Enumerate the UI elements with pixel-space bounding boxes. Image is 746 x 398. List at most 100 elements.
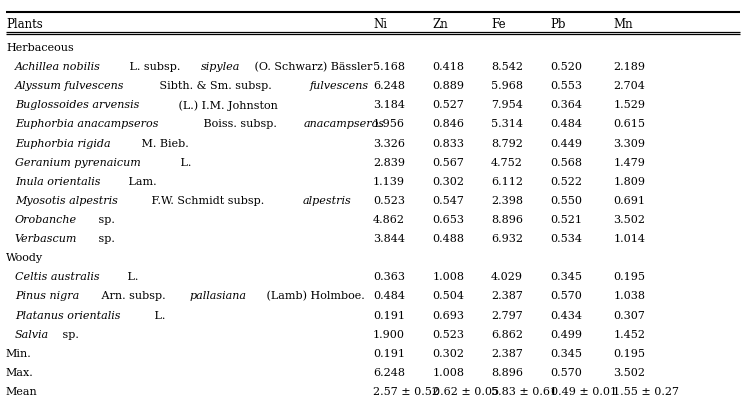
Text: 8.542: 8.542 (491, 62, 523, 72)
Text: 7.954: 7.954 (491, 100, 523, 110)
Text: 0.553: 0.553 (551, 81, 583, 91)
Text: 1.038: 1.038 (613, 291, 645, 301)
Text: 3.502: 3.502 (613, 368, 645, 378)
Text: 2.398: 2.398 (491, 196, 523, 206)
Text: sp.: sp. (95, 234, 116, 244)
Text: Platanus orientalis: Platanus orientalis (15, 310, 120, 320)
Text: 1.008: 1.008 (433, 272, 465, 282)
Text: 2.704: 2.704 (613, 81, 645, 91)
Text: Lam.: Lam. (125, 177, 157, 187)
Text: L.: L. (124, 272, 139, 282)
Text: 3.309: 3.309 (613, 139, 645, 148)
Text: 0.504: 0.504 (433, 291, 465, 301)
Text: 0.418: 0.418 (433, 62, 465, 72)
Text: L.: L. (151, 310, 166, 320)
Text: 3.184: 3.184 (373, 100, 405, 110)
Text: Boiss. subsp.: Boiss. subsp. (200, 119, 280, 129)
Text: 1.008: 1.008 (433, 368, 465, 378)
Text: 0.522: 0.522 (551, 177, 583, 187)
Text: 0.833: 0.833 (433, 139, 465, 148)
Text: Inula orientalis: Inula orientalis (15, 177, 101, 187)
Text: 8.792: 8.792 (491, 139, 523, 148)
Text: 0.521: 0.521 (551, 215, 583, 225)
Text: Max.: Max. (6, 368, 34, 378)
Text: 0.62 ± 0.05: 0.62 ± 0.05 (433, 387, 499, 397)
Text: 3.502: 3.502 (613, 215, 645, 225)
Text: Alyssum fulvescens: Alyssum fulvescens (15, 81, 125, 91)
Text: 0.449: 0.449 (551, 139, 583, 148)
Text: 0.499: 0.499 (551, 330, 583, 339)
Text: 1.956: 1.956 (373, 119, 405, 129)
Text: 0.691: 0.691 (613, 196, 645, 206)
Text: M. Bieb.: M. Bieb. (138, 139, 189, 148)
Text: (O. Schwarz) Bässler: (O. Schwarz) Bässler (251, 62, 372, 72)
Text: 0.191: 0.191 (373, 349, 405, 359)
Text: 0.534: 0.534 (551, 234, 583, 244)
Text: 0.567: 0.567 (433, 158, 465, 168)
Text: 5.968: 5.968 (491, 81, 523, 91)
Text: 3.326: 3.326 (373, 139, 405, 148)
Text: Zn: Zn (433, 18, 448, 31)
Text: 1.55 ± 0.27: 1.55 ± 0.27 (613, 387, 679, 397)
Text: pallasiana: pallasiana (189, 291, 247, 301)
Text: 4.752: 4.752 (491, 158, 523, 168)
Text: 5.83 ± 0.61: 5.83 ± 0.61 (491, 387, 557, 397)
Text: 0.307: 0.307 (613, 310, 645, 320)
Text: Buglossoides arvensis: Buglossoides arvensis (15, 100, 140, 110)
Text: sp.: sp. (59, 330, 79, 339)
Text: 0.523: 0.523 (433, 330, 465, 339)
Text: Pinus nigra: Pinus nigra (15, 291, 79, 301)
Text: Min.: Min. (6, 349, 32, 359)
Text: 0.570: 0.570 (551, 368, 583, 378)
Text: 0.195: 0.195 (613, 272, 645, 282)
Text: 0.484: 0.484 (373, 291, 405, 301)
Text: Geranium pyrenaicum: Geranium pyrenaicum (15, 158, 141, 168)
Text: 1.529: 1.529 (613, 100, 645, 110)
Text: 0.302: 0.302 (433, 177, 465, 187)
Text: fulvescens: fulvescens (310, 81, 369, 91)
Text: (L.) I.M. Johnston: (L.) I.M. Johnston (175, 100, 278, 111)
Text: 2.189: 2.189 (613, 62, 645, 72)
Text: 1.479: 1.479 (613, 158, 645, 168)
Text: L. subsp.: L. subsp. (126, 62, 184, 72)
Text: Verbascum: Verbascum (15, 234, 78, 244)
Text: 6.862: 6.862 (491, 330, 523, 339)
Text: 0.195: 0.195 (613, 349, 645, 359)
Text: Herbaceous: Herbaceous (6, 43, 74, 53)
Text: (Lamb) Holmboe.: (Lamb) Holmboe. (263, 291, 365, 302)
Text: 0.550: 0.550 (551, 196, 583, 206)
Text: Pb: Pb (551, 18, 566, 31)
Text: anacampseros: anacampseros (304, 119, 385, 129)
Text: alpestris: alpestris (302, 196, 351, 206)
Text: 0.615: 0.615 (613, 119, 645, 129)
Text: Plants: Plants (6, 18, 43, 31)
Text: F.W. Schmidt subsp.: F.W. Schmidt subsp. (148, 196, 267, 206)
Text: Ni: Ni (373, 18, 387, 31)
Text: 0.488: 0.488 (433, 234, 465, 244)
Text: 0.345: 0.345 (551, 349, 583, 359)
Text: 0.693: 0.693 (433, 310, 465, 320)
Text: Euphorbia rigida: Euphorbia rigida (15, 139, 110, 148)
Text: 0.434: 0.434 (551, 310, 583, 320)
Text: 8.896: 8.896 (491, 215, 523, 225)
Text: 1.139: 1.139 (373, 177, 405, 187)
Text: 0.484: 0.484 (551, 119, 583, 129)
Text: 1.014: 1.014 (613, 234, 645, 244)
Text: 0.520: 0.520 (551, 62, 583, 72)
Text: 2.387: 2.387 (491, 291, 523, 301)
Text: Orobanche: Orobanche (15, 215, 77, 225)
Text: 2.839: 2.839 (373, 158, 405, 168)
Text: 8.896: 8.896 (491, 368, 523, 378)
Text: Euphorbia anacampseros: Euphorbia anacampseros (15, 119, 158, 129)
Text: 0.547: 0.547 (433, 196, 465, 206)
Text: 0.49 ± 0.01: 0.49 ± 0.01 (551, 387, 617, 397)
Text: 2.797: 2.797 (491, 310, 523, 320)
Text: 0.191: 0.191 (373, 310, 405, 320)
Text: 4.862: 4.862 (373, 215, 405, 225)
Text: 6.248: 6.248 (373, 368, 405, 378)
Text: 3.844: 3.844 (373, 234, 405, 244)
Text: 0.527: 0.527 (433, 100, 465, 110)
Text: sipylea: sipylea (201, 62, 239, 72)
Text: 0.302: 0.302 (433, 349, 465, 359)
Text: Woody: Woody (6, 253, 43, 263)
